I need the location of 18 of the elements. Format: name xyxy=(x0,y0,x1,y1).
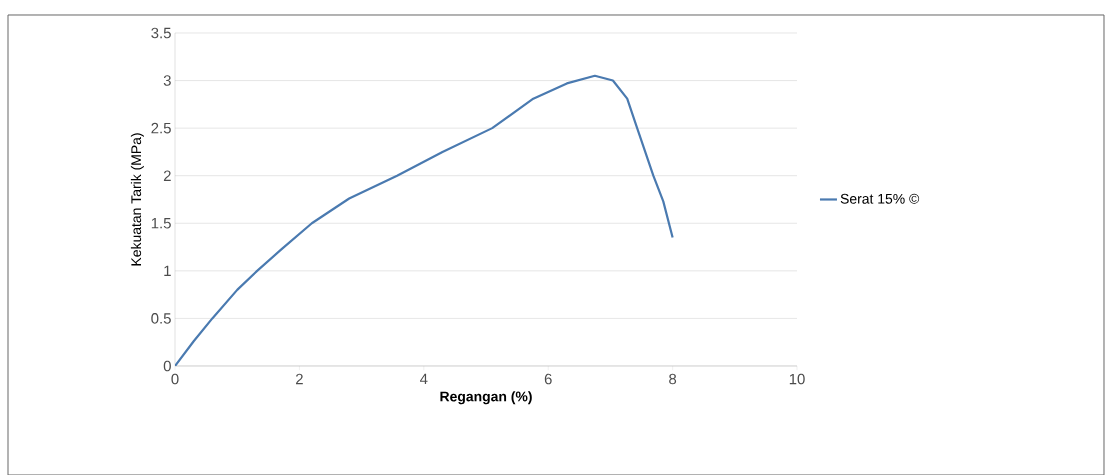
y-tick-label: 1 xyxy=(164,265,171,276)
y-tick-label: 0.5 xyxy=(151,312,171,324)
x-axis-title: Regangan (%) xyxy=(440,390,532,404)
line-series xyxy=(175,74,674,366)
y-tick-label: 2 xyxy=(163,170,171,181)
y-tick-label: 1.5 xyxy=(151,217,171,229)
y-tick-label: 0 xyxy=(163,360,171,372)
y-tick-label: 3.5 xyxy=(151,27,171,39)
y-tick-label: 3 xyxy=(163,75,171,86)
legend-label: Serat 15% © xyxy=(840,193,920,204)
x-tick-label: 6 xyxy=(544,373,552,385)
x-tick-label: 0 xyxy=(171,373,179,385)
y-axis-title: Kekuatan Tarik (MPa) xyxy=(130,133,144,266)
x-tick-label: 2 xyxy=(296,373,303,384)
x-tick-label: 10 xyxy=(789,373,805,385)
x-tick-label: 4 xyxy=(420,373,428,384)
x-tick-label: 8 xyxy=(669,373,677,385)
y-tick-label: 2.5 xyxy=(151,122,171,134)
